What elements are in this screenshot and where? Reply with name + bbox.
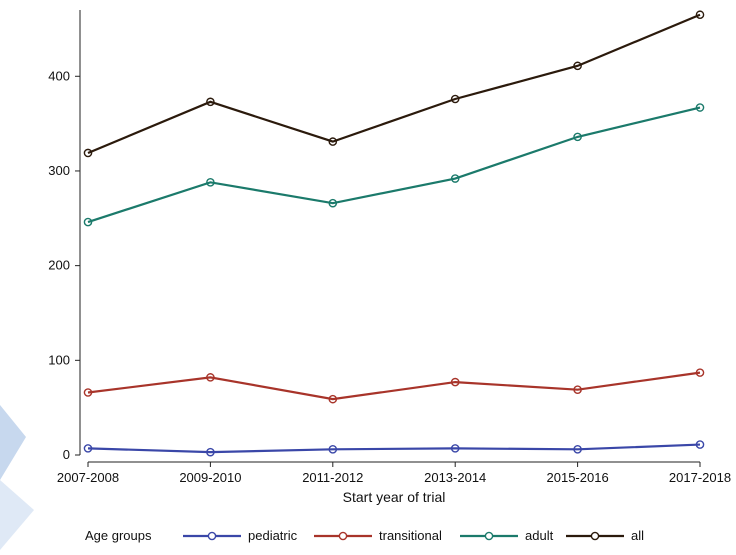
legend-label-all: all — [631, 528, 644, 543]
legend: Age groups pediatric transitional adult all — [85, 528, 644, 543]
legend-marker-transitional — [338, 531, 348, 541]
legend-label-adult: adult — [525, 528, 554, 543]
series-line-pediatric — [87, 443, 701, 454]
x-tick-label: 2011-2012 — [302, 470, 363, 485]
y-tick-label: 200 — [48, 258, 70, 273]
data-point-pediatric — [573, 445, 582, 454]
x-tick-label: 2017-2018 — [669, 470, 731, 485]
data-point-all — [573, 61, 582, 71]
data-point-pediatric — [206, 447, 215, 457]
data-point-adult — [695, 103, 705, 112]
legend-marker-pediatric — [207, 531, 217, 541]
legend-title: Age groups — [85, 528, 152, 543]
series-line-all — [87, 13, 701, 154]
y-tick-label: 300 — [48, 163, 70, 178]
axes — [79, 10, 700, 463]
data-point-all — [695, 10, 705, 20]
x-tick-label: 2007-2008 — [57, 470, 119, 485]
y-tick-label: 100 — [48, 352, 70, 367]
x-ticks: 2007-2008 2009-2010 2011-2012 2013-2014 2015… — [57, 462, 731, 485]
data-point-adult — [573, 132, 582, 142]
data-point-pediatric — [328, 445, 338, 454]
legend-marker-adult — [484, 531, 494, 541]
series-line-transitional — [87, 371, 701, 401]
data-point-all — [328, 137, 338, 146]
data-point-pediatric — [83, 444, 93, 453]
x-tick-label: 2015-2016 — [547, 470, 609, 485]
x-tick-label: 2013-2014 — [424, 470, 486, 485]
data-point-all — [83, 148, 93, 158]
data-point-transitional — [450, 377, 460, 387]
data-point-transitional — [206, 373, 215, 382]
data-point-pediatric — [450, 444, 460, 453]
y-tick-label: 400 — [48, 68, 70, 83]
series-lines — [87, 13, 701, 454]
data-point-all — [450, 94, 460, 104]
series-line-adult — [87, 106, 701, 224]
data-point-transitional — [328, 394, 338, 404]
data-point-pediatric — [695, 440, 705, 449]
data-point-all — [206, 97, 215, 107]
data-point-adult — [83, 217, 93, 227]
y-ticks: 0 100 200 300 400 — [48, 68, 80, 462]
data-point-adult — [450, 174, 460, 183]
data-point-transitional — [83, 388, 93, 397]
series-points — [83, 10, 705, 457]
data-point-adult — [328, 198, 338, 208]
legend-label-pediatric: pediatric — [248, 528, 298, 543]
data-point-adult — [206, 178, 215, 187]
data-point-transitional — [695, 368, 705, 377]
legend-marker-all — [590, 531, 600, 541]
y-tick-label: 0 — [63, 447, 70, 462]
x-axis-title: Start year of trial — [343, 489, 446, 505]
x-tick-label: 2009-2010 — [179, 470, 241, 485]
data-point-transitional — [573, 385, 582, 394]
legend-label-transitional: transitional — [379, 528, 442, 543]
